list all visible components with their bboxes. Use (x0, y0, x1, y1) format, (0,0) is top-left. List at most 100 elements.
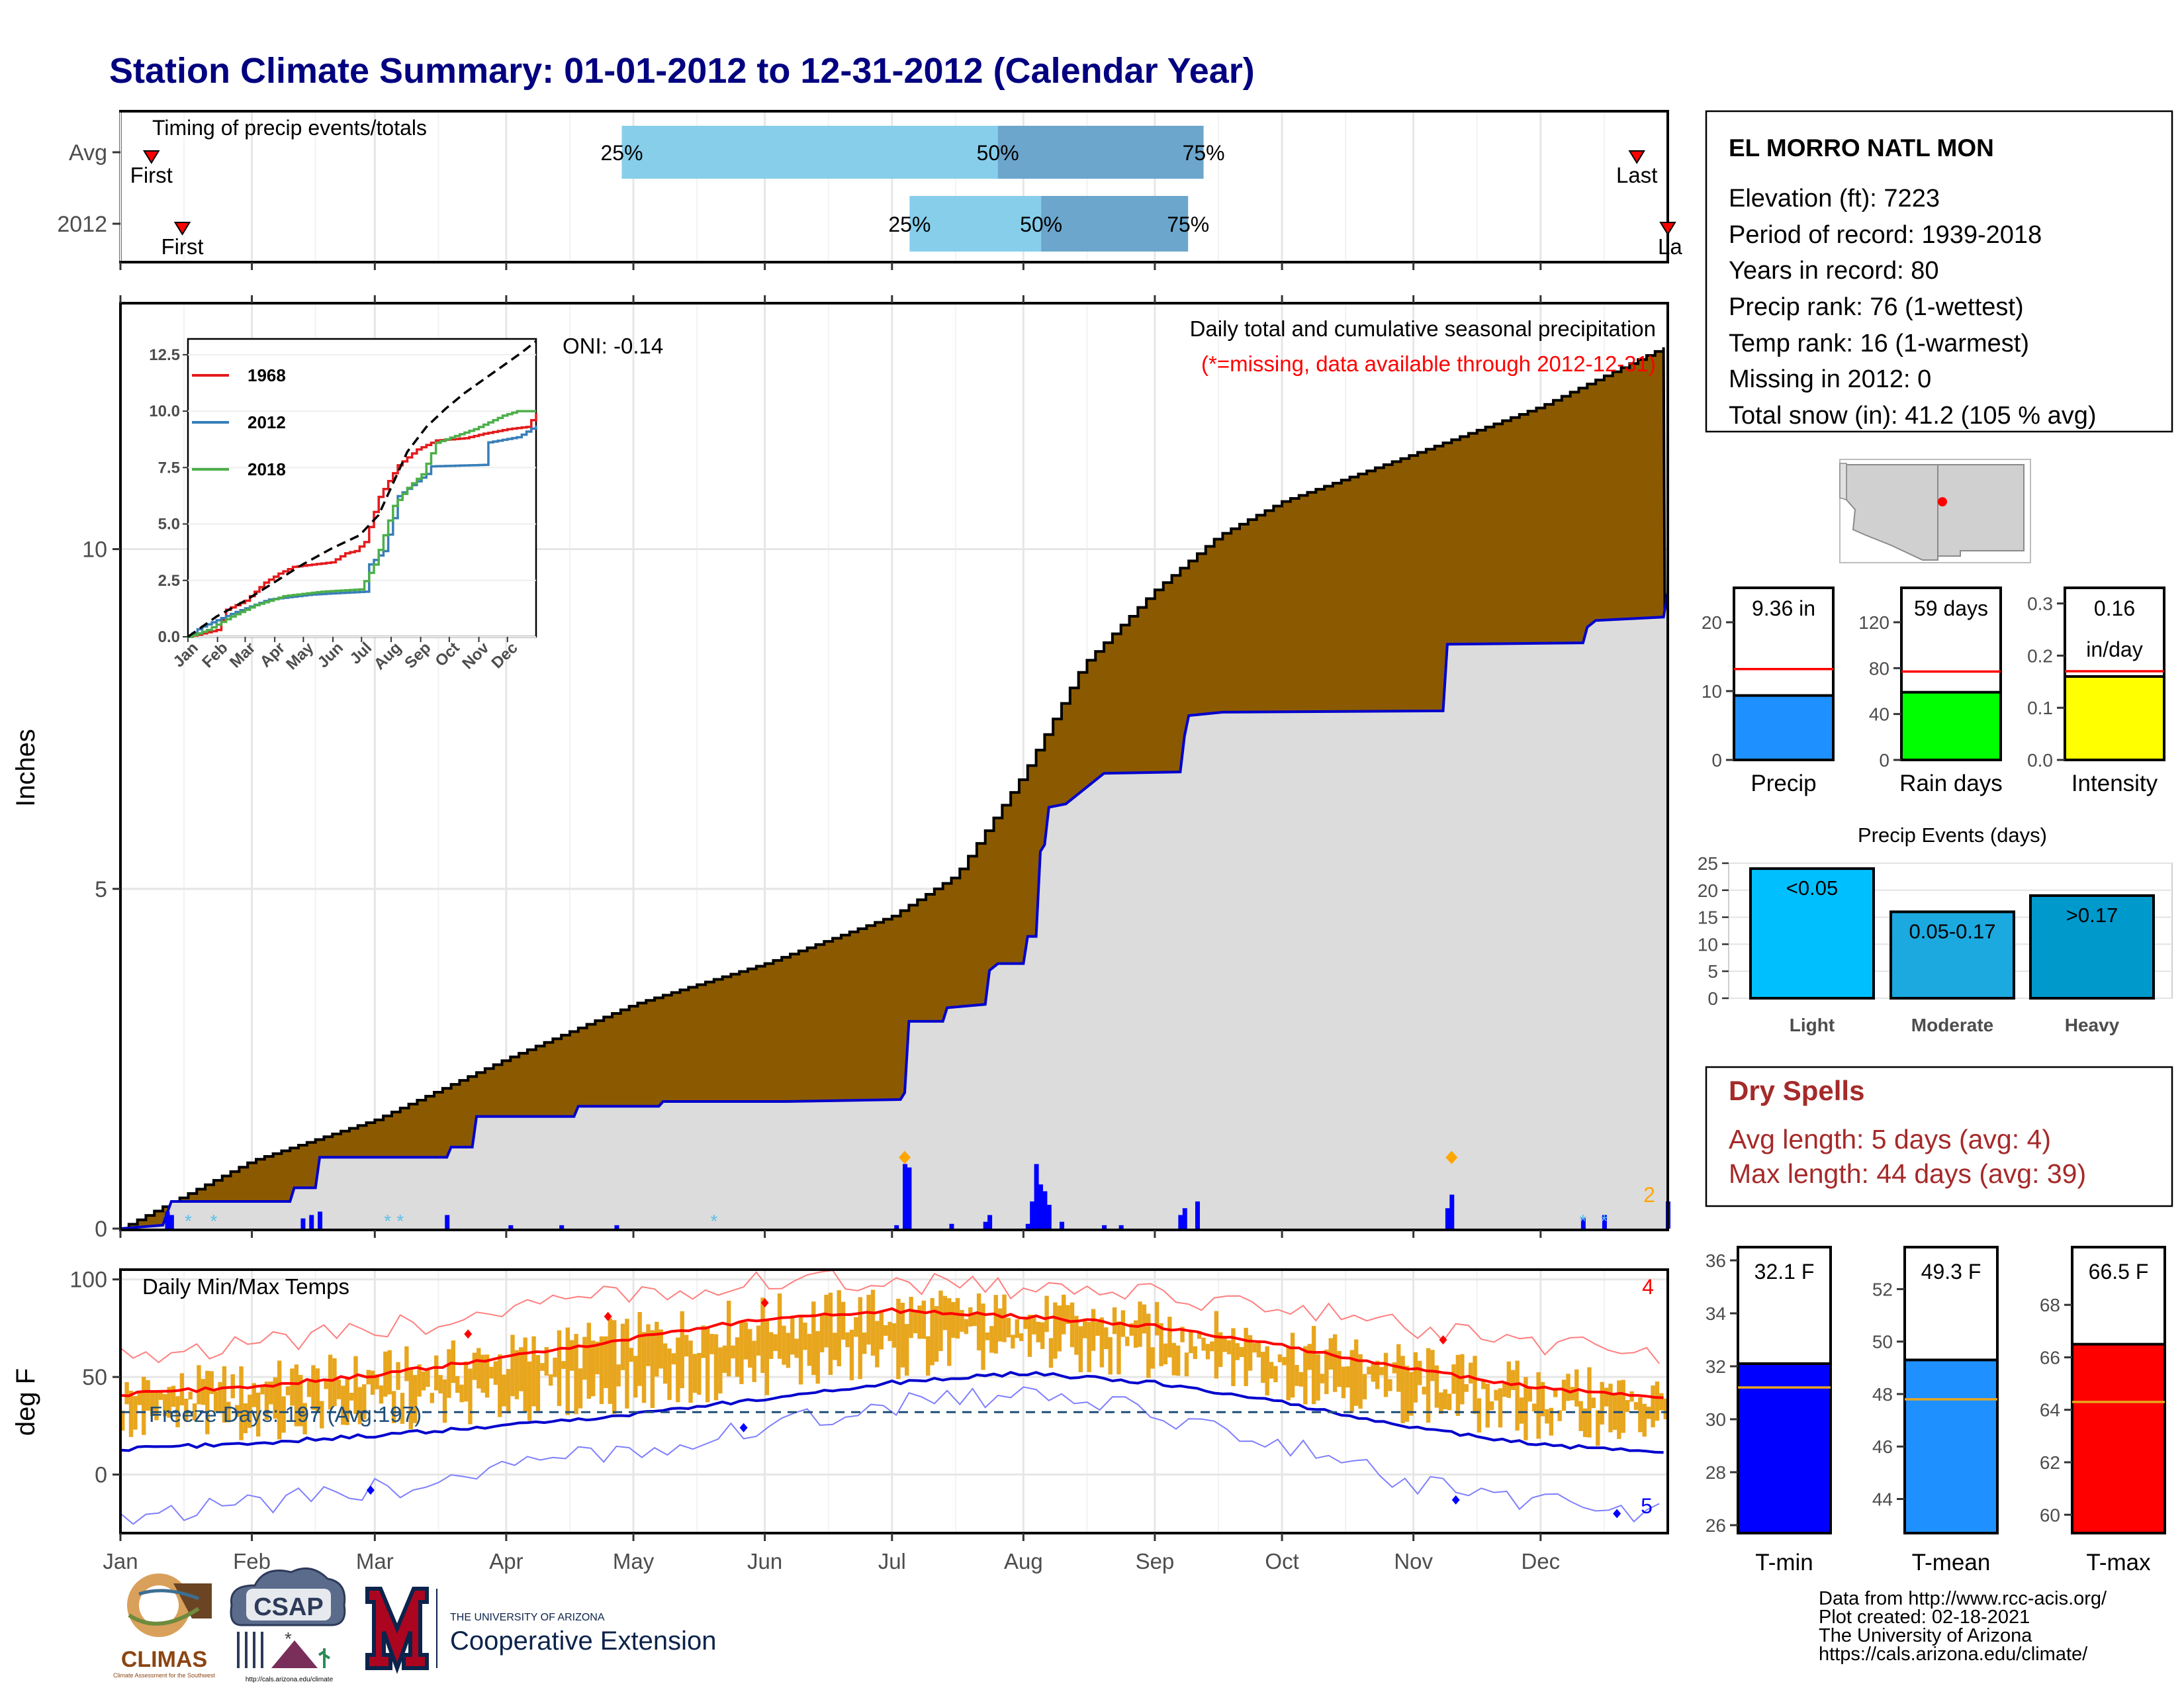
daily-temp-bar (1460, 1354, 1465, 1405)
temp-summary-ytick-label: 32 (1706, 1356, 1726, 1377)
first-event-marker (142, 150, 160, 164)
daily-temp-bar (463, 1361, 469, 1402)
daily-temp-bar (484, 1354, 490, 1398)
precip-title: Daily total and cumulative seasonal prec… (1190, 316, 1656, 341)
daily-temp-bar (955, 1297, 960, 1339)
daily-temp-bar (1129, 1323, 1134, 1336)
record-low-marker (739, 1423, 748, 1432)
daily-temp-bar (947, 1298, 952, 1366)
daily-temp-bar (773, 1334, 778, 1351)
daily-temp-bar (404, 1346, 409, 1382)
daily-temp-bar (1201, 1337, 1206, 1351)
daily-temp-bar (1062, 1294, 1066, 1335)
daily-temp-bar (1570, 1387, 1575, 1401)
events-category-label: Light (1790, 1015, 1835, 1035)
daily-temp-bar (828, 1292, 833, 1376)
daily-temp-bar (833, 1333, 837, 1360)
daily-temp-bar (756, 1325, 761, 1356)
daily-temp-bar (1422, 1386, 1426, 1395)
daily-temp-bar (1651, 1385, 1655, 1428)
daily-temp-bar (260, 1386, 265, 1395)
daily-temp-bar (468, 1368, 473, 1425)
temp-summary-ytick-label: 46 (1872, 1436, 1893, 1457)
events-bar-moderate (1889, 910, 2015, 1000)
daily-temp-bar (1332, 1334, 1338, 1392)
daily-temp-bar (523, 1337, 527, 1413)
map-region-nm (1937, 464, 2025, 557)
daily-temp-bar (128, 1390, 134, 1437)
daily-temp-bar (743, 1322, 749, 1360)
temp-summary-ytick-label: 68 (2040, 1295, 2060, 1315)
daily-temp-bar (854, 1317, 858, 1337)
daily-temp-bar (1298, 1372, 1304, 1387)
csap-logo[interactable]: CSAP * http://cals.arizona.edu/climate (230, 1567, 346, 1683)
daily-temp-bar (879, 1313, 884, 1350)
daily-temp-bar (1489, 1401, 1494, 1411)
daily-temp-bar (1434, 1365, 1439, 1408)
dry-spells-title: Dry Spells (1729, 1075, 1864, 1106)
events-bar-label: <0.05 (1786, 876, 1838, 900)
daily-temp-bar (718, 1347, 723, 1394)
daily-precip-bar (907, 1167, 912, 1229)
timing-pct-label: 50% (977, 141, 1019, 165)
events-category-label: Heavy (2065, 1015, 2120, 1035)
daily-temp-bar (557, 1330, 562, 1407)
temp-summary-bar-t-max (2071, 1342, 2166, 1534)
station-name: EL MORRO NATL MON (1729, 134, 1994, 162)
temp-summary-ytick-label: 60 (2040, 1505, 2060, 1525)
month-label: Jun (747, 1549, 782, 1573)
daily-temp-bar (782, 1325, 786, 1365)
daily-temp-bar (447, 1349, 451, 1398)
daily-temp-bar (1400, 1356, 1405, 1423)
month-label: Jul (878, 1549, 906, 1573)
daily-temp-bar (1404, 1366, 1410, 1422)
record-low-marker (1451, 1495, 1460, 1505)
daily-temp-bar (438, 1375, 443, 1394)
daily-temp-bar (324, 1381, 328, 1389)
station-info-box: EL MORRO NATL MON Elevation (ft): 7223 P… (1705, 110, 2173, 433)
events-bar-heavy (2029, 894, 2155, 1000)
inset-legend-label: 1968 (248, 365, 286, 385)
daily-temp-bar (620, 1323, 625, 1370)
daily-temp-bar (294, 1364, 299, 1427)
daily-temp-bar (133, 1395, 138, 1430)
record-min-line (120, 1386, 1660, 1525)
daily-temp-bar (1282, 1356, 1287, 1366)
temps-ylabel: deg F (11, 1368, 40, 1436)
daily-temp-bar (586, 1323, 592, 1399)
summary-value-label: 59 days (1914, 596, 1988, 620)
daily-temp-bar (1557, 1410, 1562, 1421)
daily-temp-bar (565, 1327, 570, 1415)
daily-temp-bar (408, 1368, 413, 1430)
dry-spells-frame (1705, 1066, 2173, 1207)
temp-summary-ytick-label: 26 (1706, 1515, 1726, 1536)
location-map (1839, 459, 2031, 563)
snow-marker: * (710, 1211, 717, 1231)
climas-logo[interactable]: CLIMAS Climate Assessment for the Southw… (113, 1573, 216, 1679)
record-low-marker (366, 1485, 375, 1495)
daily-temp-bar (582, 1336, 587, 1380)
daily-precip-bar (949, 1223, 954, 1229)
daily-temp-bar (1455, 1354, 1461, 1417)
daily-temp-bar (1078, 1326, 1083, 1372)
daily-temp-bar (811, 1301, 816, 1376)
station-line-5: Missing in 2012: 0 (1729, 365, 1931, 393)
daily-precip-bar (614, 1225, 619, 1229)
daily-temp-bar (192, 1403, 197, 1421)
daily-temp-bar (269, 1382, 273, 1405)
daily-temp-bar (993, 1295, 998, 1354)
daily-temp-bar (1142, 1304, 1147, 1334)
daily-temp-bar (1362, 1374, 1367, 1399)
daily-temp-bar (1494, 1389, 1498, 1401)
daily-temp-bar (735, 1337, 740, 1377)
inset-series-2018 (188, 410, 536, 638)
daily-temp-bar (1150, 1347, 1155, 1369)
last-event-label: Last (1616, 163, 1657, 187)
month-label: May (613, 1549, 655, 1573)
daily-temp-bar (222, 1366, 227, 1423)
inset-series-average (187, 340, 537, 638)
daily-temp-bar (1083, 1321, 1087, 1338)
university-of-arizona-logo[interactable]: THE UNIVERSITY OF ARIZONA Cooperative Ex… (365, 1587, 716, 1674)
daily-temp-bar (459, 1384, 464, 1403)
